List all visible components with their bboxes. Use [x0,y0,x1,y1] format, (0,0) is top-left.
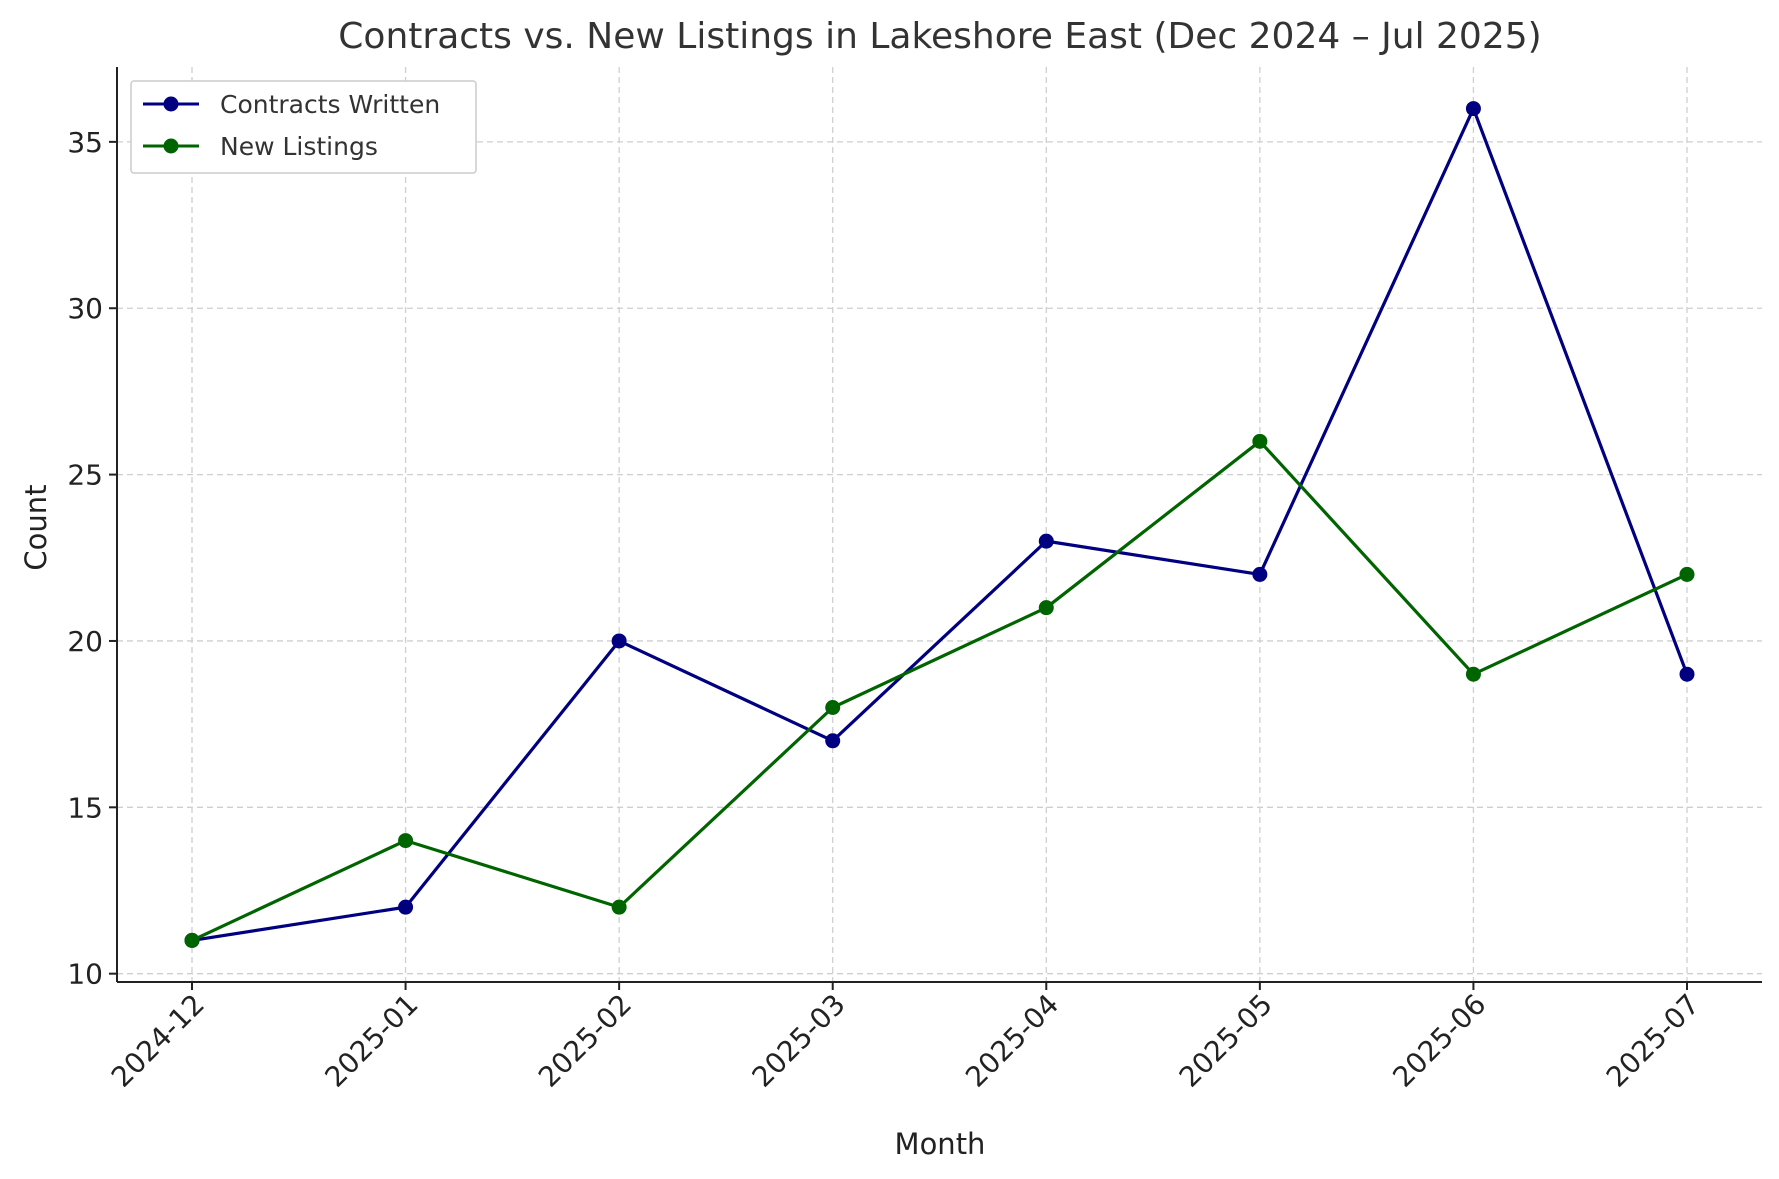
legend: Contracts Written New Listings [130,80,477,174]
x-axis-label: Month [895,1127,986,1161]
x-tick-label-2024-12: 2024-12 [105,988,211,1094]
data-point-new-listings-2025-05 [1252,433,1268,449]
series-line-contracts-written [191,106,1689,942]
series-layer [184,101,1695,948]
series-contracts-written [184,101,1695,948]
x-tick-label-2025-06: 2025-06 [1386,988,1492,1094]
chart-title: Contracts vs. New Listings in Lakeshore … [338,16,1541,57]
data-point-contracts-written-2025-07 [1679,666,1695,682]
tick-labels: 10 15 20 25 30 35 2024-12 2025-01 2025-02 2025-03… [67,126,1706,1094]
data-point-contracts-written-2025-02 [611,633,627,649]
legend-label-contracts-written: Contracts Written [220,90,440,119]
y-tick-label: 20 [67,625,103,658]
legend-label-new-listings: New Listings [220,132,378,161]
axes [116,67,1762,983]
legend-box [130,80,477,174]
data-point-contracts-written-2025-01 [398,899,414,915]
data-point-new-listings-2025-04 [1038,600,1054,616]
x-tick-label-2025-01: 2025-01 [318,988,424,1094]
x-tick-label-2025-05: 2025-05 [1173,988,1279,1094]
y-tick-label: 10 [67,958,103,991]
data-point-new-listings-2025-02 [611,899,627,915]
x-tick-label-2025-03: 2025-03 [746,988,852,1094]
data-point-contracts-written-2025-06 [1465,101,1481,117]
legend-marker-new-listings [163,138,179,154]
y-tick-label: 35 [67,126,103,159]
y-tick-label: 30 [67,292,103,325]
data-point-contracts-written-2025-04 [1038,533,1054,549]
x-tick-label-2025-07: 2025-07 [1600,988,1706,1094]
data-point-new-listings-2025-03 [825,700,841,715]
x-tick-label-2025-02: 2025-02 [532,988,638,1094]
data-point-contracts-written-2025-03 [825,733,841,749]
y-tick-label: 25 [67,459,103,492]
grid [117,67,1762,982]
data-point-new-listings-2025-07 [1679,566,1695,582]
series-new-listings [184,433,1695,948]
y-tick-label: 15 [67,791,103,824]
legend-marker-contracts-written [163,96,179,112]
y-axis-label: Count [19,484,53,570]
data-point-new-listings-2025-01 [398,833,414,849]
x-tick-label-2025-04: 2025-04 [959,988,1065,1094]
series-line-new-listings [191,439,1688,942]
data-point-contracts-written-2025-05 [1252,566,1268,582]
data-point-new-listings-2025-06 [1465,666,1481,682]
data-point-new-listings-2024-12 [184,932,200,948]
